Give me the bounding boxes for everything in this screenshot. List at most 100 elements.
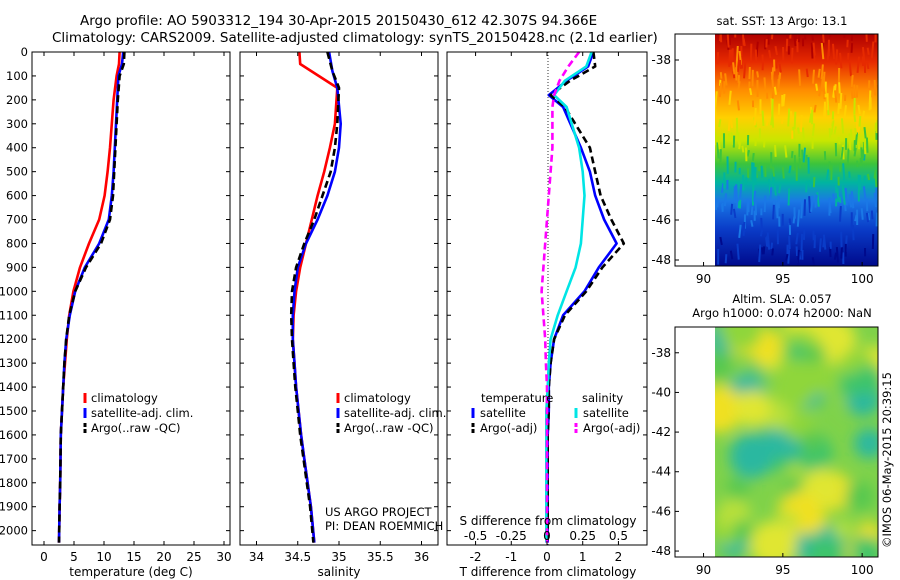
sst-streak bbox=[773, 185, 777, 196]
sst-streak bbox=[850, 191, 855, 209]
sst-streak bbox=[833, 126, 837, 135]
sst-streak bbox=[822, 234, 827, 250]
sst-streak bbox=[850, 34, 854, 41]
sst-streak bbox=[716, 200, 719, 208]
sst-streak bbox=[715, 91, 718, 108]
sst-streak bbox=[726, 34, 730, 48]
sst-streak bbox=[810, 42, 814, 59]
sst-streak bbox=[790, 111, 793, 119]
sst-streak bbox=[770, 242, 774, 250]
sst-streak bbox=[863, 138, 867, 155]
legend-label: Argo(..raw -QC) bbox=[344, 421, 434, 435]
sst-streak bbox=[771, 248, 774, 256]
sla-blob bbox=[715, 385, 743, 433]
sst-streak bbox=[844, 187, 848, 206]
temperature-tick-labels: 0 5 10 15 20 25 30 bbox=[32, 51, 232, 564]
sst-streak bbox=[815, 83, 819, 91]
sst-streak bbox=[873, 34, 876, 36]
sst-streak bbox=[778, 183, 782, 194]
sst-streak bbox=[723, 193, 728, 207]
sst-streak bbox=[828, 161, 832, 171]
sst-streak bbox=[790, 47, 794, 64]
sst-streak bbox=[782, 93, 786, 107]
sst-streak bbox=[749, 88, 753, 96]
sla-blob bbox=[773, 365, 816, 408]
s-diff-tick-label: 0.25 bbox=[569, 529, 596, 543]
x-tick-label: 20 bbox=[156, 550, 171, 564]
sst-streak bbox=[798, 158, 802, 169]
depth-tick-label: 0 bbox=[21, 45, 28, 59]
sst-streak bbox=[791, 163, 795, 171]
sst-streak bbox=[788, 165, 792, 174]
sst-streak bbox=[801, 127, 806, 143]
sst-streak bbox=[760, 165, 764, 178]
legend-label: Argo(..raw -QC) bbox=[91, 421, 181, 435]
sst-streak bbox=[736, 60, 740, 73]
series-line bbox=[546, 51, 618, 543]
sst-streak bbox=[825, 169, 830, 180]
sla-map-panel: Altim. SLA: 0.057 Argo h1000: 0.074 h200… bbox=[651, 292, 879, 577]
sst-streak bbox=[836, 187, 840, 203]
sst-streak bbox=[808, 196, 811, 213]
depth-tick-label: 1000 bbox=[0, 284, 28, 298]
salinity-tick-labels: 34 34.5 35 35.5 36 bbox=[240, 51, 438, 564]
sst-streak bbox=[739, 184, 743, 199]
legend-label: satellite bbox=[583, 406, 629, 420]
sst-streak bbox=[839, 92, 843, 109]
sst-streak bbox=[837, 103, 841, 115]
sst-streak bbox=[736, 243, 740, 260]
sst-streak bbox=[812, 176, 816, 188]
map-y-tick-label: -48 bbox=[651, 253, 671, 267]
sst-streak bbox=[838, 82, 841, 94]
sst-streak bbox=[862, 186, 867, 200]
sst-streak bbox=[795, 232, 799, 245]
sst-streak bbox=[769, 187, 773, 201]
sst-streak bbox=[758, 162, 762, 172]
x-tick-label: 34 bbox=[249, 550, 264, 564]
sst-streak bbox=[814, 194, 818, 208]
legend-label: satellite-adj. clim. bbox=[344, 406, 446, 420]
depth-tick-label: 2000 bbox=[0, 524, 28, 538]
sst-streak bbox=[789, 34, 792, 39]
sst-streak bbox=[832, 85, 836, 98]
x-tick-label: 5 bbox=[70, 550, 78, 564]
series-line bbox=[57, 51, 125, 543]
x-tick-label: 0 bbox=[40, 550, 48, 564]
sst-streak bbox=[763, 77, 767, 91]
sst-streak bbox=[810, 195, 814, 212]
sst-streak bbox=[867, 213, 871, 221]
sst-streak bbox=[781, 166, 785, 179]
sst-streak bbox=[816, 192, 820, 207]
map-y-tick-label: -40 bbox=[651, 385, 671, 399]
sst-streak bbox=[831, 43, 836, 60]
x-tick-label: 36 bbox=[414, 550, 429, 564]
sst-map-panel: sat. SST: 13 Argo: 13.1 90 95 100 -38 -40 -42… bbox=[651, 14, 879, 286]
x-tick-label: 15 bbox=[126, 550, 141, 564]
temperature-panel: 0100200300400500600700800900100011001200… bbox=[0, 45, 232, 579]
sst-streak bbox=[796, 209, 801, 227]
series-line bbox=[540, 51, 581, 543]
sst-map-title: sat. SST: 13 Argo: 13.1 bbox=[717, 14, 848, 28]
series-line bbox=[291, 51, 339, 543]
timestamp-text: ©IMOS 06-May-2015 20:39:15 bbox=[880, 372, 894, 548]
t-difference-tick-labels: -2 -1 0 1 2 bbox=[447, 51, 647, 564]
sst-streak bbox=[873, 169, 877, 179]
legend-label: climatology bbox=[91, 391, 158, 405]
salinity-axes-frame bbox=[239, 51, 439, 546]
depth-tick-label: 1200 bbox=[0, 332, 28, 346]
sst-streak bbox=[761, 110, 765, 126]
sst-streak bbox=[857, 126, 861, 134]
x-tick-label: 34.5 bbox=[284, 550, 311, 564]
sst-streak bbox=[821, 76, 825, 92]
sla-map-texture bbox=[715, 327, 878, 557]
sst-streak bbox=[787, 188, 791, 206]
sst-streak bbox=[763, 195, 767, 213]
s-diff-tick-label: 0 bbox=[543, 529, 551, 543]
title-line-1: Argo profile: AO 5903312_194 30-Apr-2015… bbox=[80, 13, 597, 29]
s-diff-tick-label: -0.25 bbox=[496, 529, 527, 543]
sla-blob bbox=[808, 538, 842, 557]
sla-axes-frame bbox=[674, 326, 879, 558]
sst-streak bbox=[813, 104, 817, 113]
sst-streak bbox=[766, 235, 770, 248]
